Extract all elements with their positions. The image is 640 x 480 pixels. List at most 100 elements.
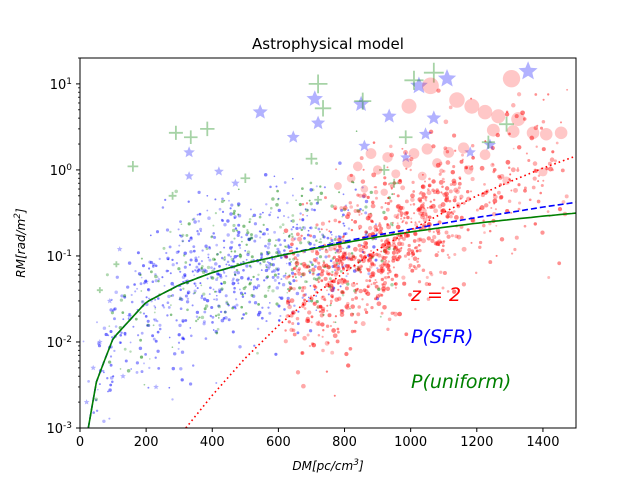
blue-scatter-point — [104, 332, 108, 337]
blue-scatter-point — [261, 233, 264, 236]
blue-scatter-point — [140, 370, 144, 374]
blue-scatter-point — [109, 329, 113, 334]
green-scatter-point — [288, 274, 291, 277]
blue-scatter-point — [167, 258, 170, 261]
blue-scatter-point — [310, 208, 314, 211]
red-scatter-point — [380, 293, 384, 297]
red-scatter-point — [413, 212, 416, 215]
red-scatter-point — [341, 254, 345, 259]
green-scatter-point — [352, 255, 355, 258]
blue-scatter-point — [197, 256, 200, 258]
red-scatter-point — [298, 218, 301, 221]
green-scatter-point — [319, 240, 323, 244]
red-scatter-point — [498, 195, 503, 200]
red-scatter-point — [361, 244, 365, 249]
red-scatter-point — [385, 250, 390, 255]
red-scatter-point — [331, 328, 336, 333]
red-scatter-point — [405, 211, 409, 215]
red-scatter-point — [507, 166, 511, 169]
blue-scatter-point — [283, 239, 287, 242]
green-scatter-point — [357, 265, 360, 268]
blue-scatter-point — [268, 213, 271, 217]
blue-scatter-point — [288, 303, 291, 306]
red-scatter-point — [371, 172, 377, 178]
blue-scatter-point — [221, 210, 225, 213]
green-scatter-point — [319, 231, 321, 233]
psfr-star-marker — [483, 138, 497, 151]
red-scatter-point — [351, 254, 356, 259]
red-scatter-point — [329, 324, 332, 328]
red-scatter-point — [396, 222, 399, 225]
psfr-star-marker — [90, 364, 97, 371]
red-scatter-point — [439, 168, 444, 174]
x-tick-label: 1000 — [394, 435, 427, 450]
red-scatter-point — [437, 250, 440, 254]
red-scatter-point — [385, 263, 391, 269]
red-scatter-point — [362, 250, 366, 255]
green-scatter-point — [248, 237, 252, 241]
red-scatter-point — [332, 333, 338, 339]
psfr-star-marker — [437, 69, 457, 87]
red-scatter-point — [337, 296, 342, 301]
blue-scatter-point — [198, 213, 202, 216]
blue-scatter-point — [154, 356, 157, 359]
green-scatter-point — [200, 267, 203, 270]
blue-scatter-point — [182, 280, 185, 283]
red-scatter-point — [540, 183, 544, 188]
blue-scatter-point — [221, 219, 224, 222]
red-scatter-point — [310, 249, 315, 253]
green-scatter-point — [226, 303, 230, 306]
blue-scatter-point — [144, 279, 148, 283]
green-scatter-point — [305, 208, 309, 212]
red-scatter-point — [368, 279, 372, 283]
puniform-plus-marker — [423, 62, 444, 83]
blue-scatter-point — [236, 202, 241, 206]
red-scatter-point — [380, 259, 383, 262]
blue-scatter-point — [120, 294, 124, 298]
red-scatter-point — [318, 304, 323, 309]
blue-scatter-point — [344, 204, 348, 207]
blue-scatter-point — [191, 270, 194, 273]
red-scatter-point — [459, 194, 464, 199]
red-scatter-point — [386, 263, 391, 268]
green-scatter-point — [225, 300, 229, 304]
blue-scatter-point — [218, 288, 221, 292]
red-scatter-point — [438, 180, 444, 185]
red-scatter-point — [488, 229, 492, 233]
red-scatter-point — [440, 191, 443, 194]
green-scatter-point — [238, 253, 243, 258]
red-scatter-point — [327, 254, 331, 258]
blue-scatter-point — [304, 208, 307, 211]
blue-scatter-point — [259, 236, 262, 239]
annotation-puniform: P(uniform) — [411, 371, 511, 393]
blue-scatter-point — [225, 275, 228, 278]
red-scatter-point — [369, 265, 373, 269]
blue-scatter-point — [288, 263, 292, 267]
blue-scatter-point — [253, 222, 258, 226]
green-scatter-point — [235, 268, 239, 272]
green-scatter-point — [371, 256, 374, 259]
blue-scatter-point — [163, 284, 166, 287]
green-scatter-point — [210, 235, 214, 239]
z2-circle-marker — [486, 123, 500, 137]
green-scatter-point — [271, 289, 275, 293]
red-scatter-point — [302, 293, 306, 297]
green-scatter-point — [205, 247, 209, 251]
red-scatter-point — [320, 308, 326, 314]
red-scatter-point — [513, 187, 518, 193]
green-scatter-point — [334, 321, 337, 324]
green-scatter-point — [308, 199, 311, 202]
blue-scatter-point — [364, 233, 368, 236]
blue-scatter-point — [376, 267, 379, 270]
red-scatter-point — [424, 195, 428, 199]
red-scatter-point — [403, 254, 408, 258]
blue-scatter-point — [218, 290, 222, 294]
green-scatter-point — [217, 313, 221, 317]
blue-scatter-point — [190, 334, 193, 338]
red-scatter-point — [384, 252, 387, 255]
red-scatter-point — [312, 258, 317, 262]
red-scatter-point — [301, 383, 306, 389]
red-scatter-point — [330, 350, 335, 355]
green-scatter-point — [362, 209, 364, 212]
blue-scatter-point — [119, 341, 122, 344]
